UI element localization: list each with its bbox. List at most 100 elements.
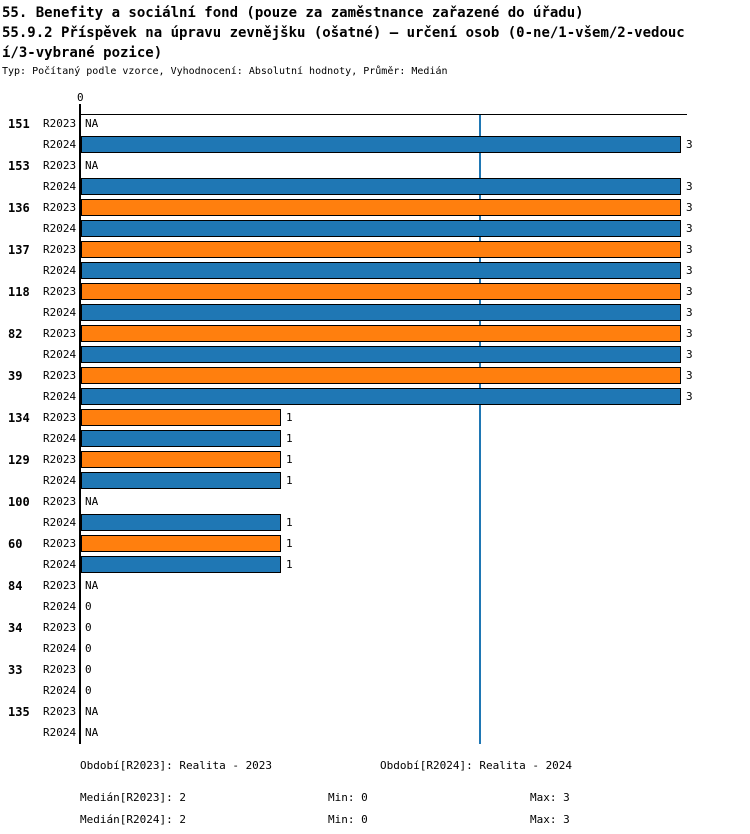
series-label: R2024 <box>43 474 77 487</box>
series-label: R2024 <box>43 600 77 613</box>
value-label: 0 <box>85 663 92 676</box>
series-label: R2023 <box>43 201 77 214</box>
value-label: 1 <box>286 432 293 445</box>
stat-min-r2024: Min: 0 <box>328 813 368 826</box>
bar-r2023 <box>81 535 281 552</box>
value-label: NA <box>85 495 99 508</box>
bar-r2024 <box>81 346 681 363</box>
series-label: R2023 <box>43 159 77 172</box>
bar-r2024 <box>81 304 681 321</box>
chart-row-60-r2023: R2023 1 <box>0 534 750 555</box>
chart-row-82-r2023: R2023 3 <box>0 324 750 345</box>
value-label: NA <box>85 117 99 130</box>
value-label: NA <box>85 705 99 718</box>
chart-group-151: 151 R2023 NA R2024 3 <box>0 114 750 156</box>
series-label: R2023 <box>43 453 77 466</box>
value-label: 0 <box>85 642 92 655</box>
chart-row-33-r2023: R2023 0 <box>0 660 750 681</box>
chart-row-39-r2024: R2024 3 <box>0 387 750 408</box>
category-label: 39 <box>8 369 23 383</box>
chart-row-84-r2024: R2024 0 <box>0 597 750 618</box>
chart-group-34: 34 R2023 0 R2024 0 <box>0 618 750 660</box>
stat-max-r2024: Max: 3 <box>530 813 570 826</box>
chart-row-33-r2024: R2024 0 <box>0 681 750 702</box>
value-label: 3 <box>686 327 693 340</box>
title-line-1: 55. Benefity a sociální fond (pouze za z… <box>2 5 584 21</box>
series-label: R2024 <box>43 306 77 319</box>
value-label: NA <box>85 159 99 172</box>
value-label: 1 <box>286 516 293 529</box>
value-label: 3 <box>686 201 693 214</box>
category-label: 34 <box>8 621 23 635</box>
chart-row-39-r2023: R2023 3 <box>0 366 750 387</box>
category-label: 136 <box>8 201 30 215</box>
value-label: 1 <box>286 411 293 424</box>
series-label: R2024 <box>43 516 77 529</box>
category-label: 137 <box>8 243 30 257</box>
chart-group-136: 136 R2023 3 R2024 3 <box>0 198 750 240</box>
series-label: R2023 <box>43 285 77 298</box>
bar-r2023 <box>81 325 681 342</box>
value-label: 3 <box>686 138 693 151</box>
series-label: R2023 <box>43 705 77 718</box>
category-label: 153 <box>8 159 30 173</box>
chart-row-151-r2024: R2024 3 <box>0 135 750 156</box>
series-label: R2023 <box>43 663 77 676</box>
series-label: R2023 <box>43 117 77 130</box>
series-label: R2024 <box>43 348 77 361</box>
chart-group-84: 84 R2023 NA R2024 0 <box>0 576 750 618</box>
category-label: 100 <box>8 495 30 509</box>
chart-row-84-r2023: R2023 NA <box>0 576 750 597</box>
bar-r2023 <box>81 199 681 216</box>
value-label: 1 <box>286 474 293 487</box>
chart-group-134: 134 R2023 1 R2024 1 <box>0 408 750 450</box>
series-label: R2023 <box>43 243 77 256</box>
bar-r2024 <box>81 220 681 237</box>
series-label: R2024 <box>43 390 77 403</box>
value-label: 3 <box>686 264 693 277</box>
chart-row-82-r2024: R2024 3 <box>0 345 750 366</box>
value-label: 1 <box>286 558 293 571</box>
chart-group-82: 82 R2023 3 R2024 3 <box>0 324 750 366</box>
bar-r2024 <box>81 136 681 153</box>
value-label: 0 <box>85 684 92 697</box>
chart-row-118-r2023: R2023 3 <box>0 282 750 303</box>
chart-row-34-r2023: R2023 0 <box>0 618 750 639</box>
value-label: 3 <box>686 390 693 403</box>
bar-r2023 <box>81 409 281 426</box>
chart-row-136-r2024: R2024 3 <box>0 219 750 240</box>
series-label: R2023 <box>43 369 77 382</box>
chart-group-33: 33 R2023 0 R2024 0 <box>0 660 750 702</box>
value-label: 3 <box>686 243 693 256</box>
stat-median-r2024: Medián[R2024]: 2 <box>80 813 186 826</box>
legend-period-r2024: Období[R2024]: Realita - 2024 <box>380 759 573 772</box>
title-line-3: í/3-vybrané pozice) <box>2 45 163 61</box>
value-label: 1 <box>286 453 293 466</box>
series-label: R2024 <box>43 642 77 655</box>
value-label: 3 <box>686 285 693 298</box>
value-label: 3 <box>686 369 693 382</box>
chart-row-151-r2023: R2023 NA <box>0 114 750 135</box>
series-label: R2024 <box>43 558 77 571</box>
category-label: 84 <box>8 579 23 593</box>
value-label: 3 <box>686 180 693 193</box>
value-label: 3 <box>686 348 693 361</box>
chart-row-136-r2023: R2023 3 <box>0 198 750 219</box>
chart-rows: 151 R2023 NA R2024 3 153 R2023 NA R2024 3 136 R2023… <box>0 114 750 744</box>
chart-group-60: 60 R2023 1 R2024 1 <box>0 534 750 576</box>
bar-r2024 <box>81 178 681 195</box>
x-axis-line <box>80 114 687 115</box>
chart-group-118: 118 R2023 3 R2024 3 <box>0 282 750 324</box>
title-line-2: 55.9.2 Příspěvek na úpravu zevnějšku (oš… <box>2 25 685 41</box>
category-label: 134 <box>8 411 30 425</box>
chart-row-153-r2023: R2023 NA <box>0 156 750 177</box>
chart-row-135-r2024: R2024 NA <box>0 723 750 744</box>
chart-row-134-r2023: R2023 1 <box>0 408 750 429</box>
page-title: 55. Benefity a sociální fond (pouze za z… <box>2 3 685 63</box>
y-axis-line <box>79 104 81 744</box>
category-label: 33 <box>8 663 23 677</box>
category-label: 129 <box>8 453 30 467</box>
chart-row-137-r2023: R2023 3 <box>0 240 750 261</box>
value-label: 0 <box>85 621 92 634</box>
